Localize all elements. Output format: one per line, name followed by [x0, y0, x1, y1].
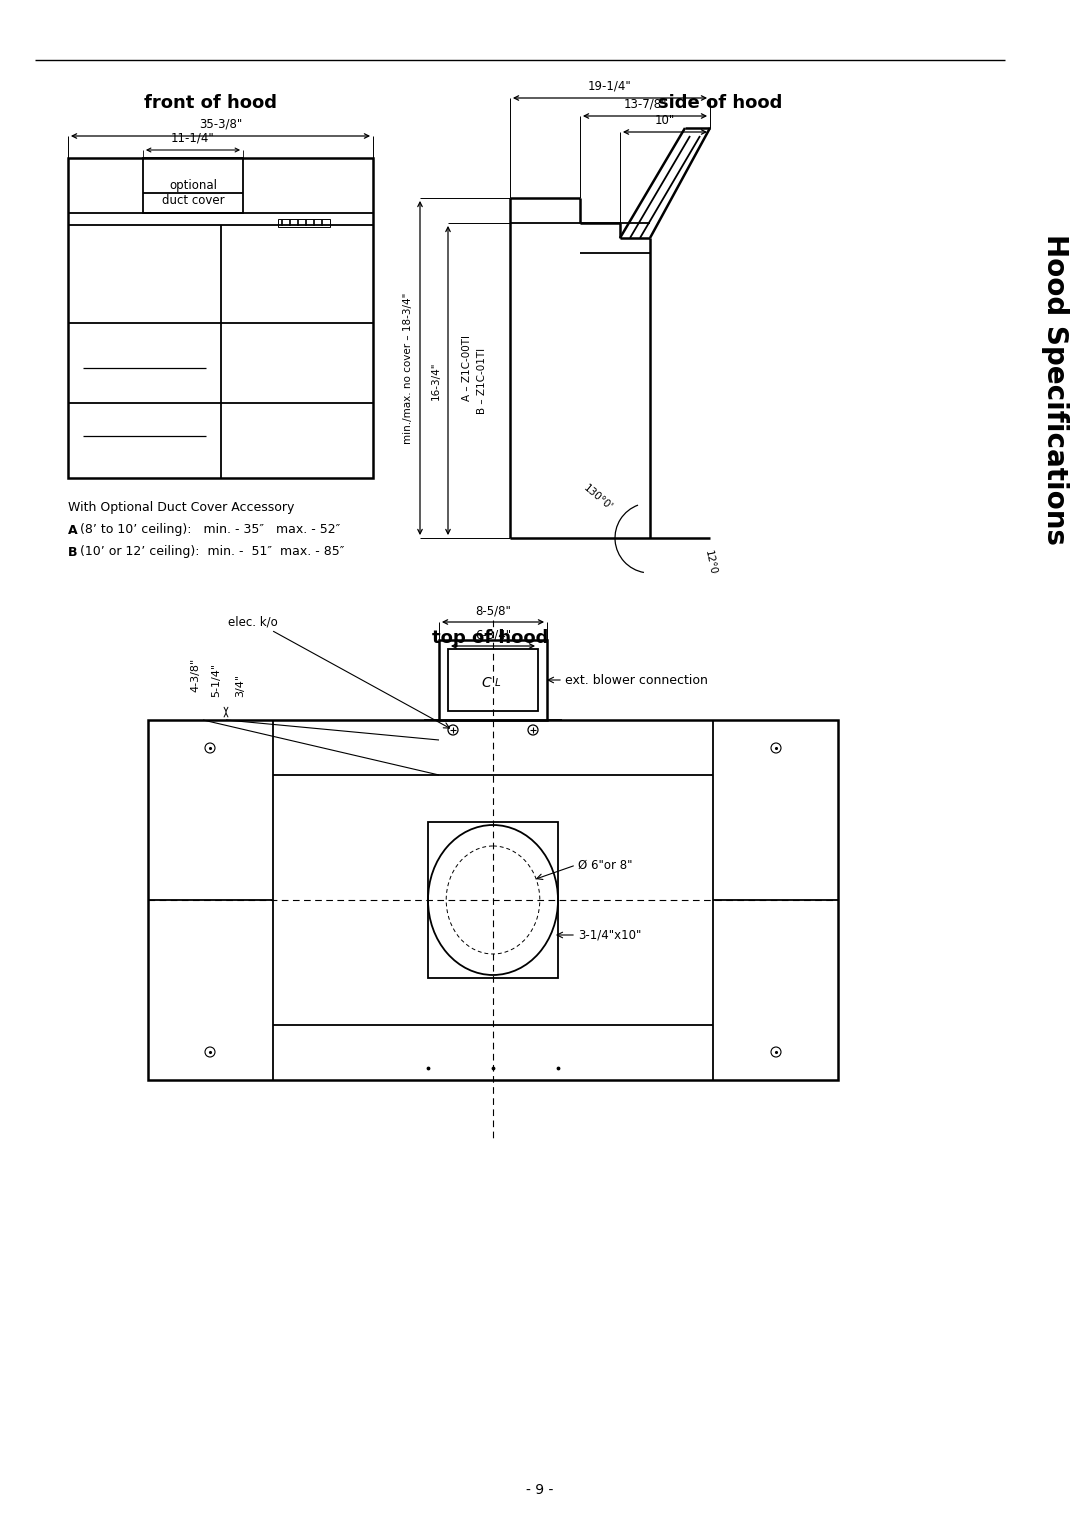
Text: (8’ to 10’ ceiling):   min. - 35″   max. - 52″: (8’ to 10’ ceiling): min. - 35″ max. - 5…: [76, 523, 340, 537]
Text: 3-1/4"x10": 3-1/4"x10": [578, 928, 642, 942]
Text: side of hood: side of hood: [658, 93, 782, 112]
Text: 10": 10": [654, 113, 675, 127]
Text: A – Z1C-00TI: A – Z1C-00TI: [462, 335, 472, 401]
Text: min./max. no cover – 18-3/4": min./max. no cover – 18-3/4": [403, 292, 413, 443]
Bar: [148, 720, 838, 1079]
Bar: [448, 648, 538, 711]
Bar: [438, 641, 546, 720]
Text: 12°0: 12°0: [702, 550, 717, 576]
Text: ext. blower connection: ext. blower connection: [565, 673, 707, 687]
Text: Ø 6"or 8": Ø 6"or 8": [578, 858, 633, 872]
Text: 6-3/4": 6-3/4": [475, 628, 511, 642]
Text: 35-3/8": 35-3/8": [199, 118, 242, 130]
Text: 13-7/8": 13-7/8": [623, 98, 666, 110]
Text: B: B: [68, 546, 78, 558]
Bar: [428, 823, 558, 979]
Text: 8-5/8": 8-5/8": [475, 604, 511, 618]
Text: 3/4": 3/4": [235, 673, 245, 697]
Bar: [68, 157, 373, 479]
Text: 5-1/4": 5-1/4": [211, 664, 221, 697]
Bar: [143, 157, 243, 213]
Text: optional
duct cover: optional duct cover: [162, 179, 225, 208]
Text: 4-3/8": 4-3/8": [190, 657, 200, 693]
Text: (10’ or 12’ ceiling):  min. -  51″  max. - 85″: (10’ or 12’ ceiling): min. - 51″ max. - …: [76, 546, 345, 558]
Text: 11-1/4": 11-1/4": [171, 131, 215, 145]
Text: top of hood: top of hood: [432, 628, 549, 647]
Text: With Optional Duct Cover Accessory: With Optional Duct Cover Accessory: [68, 502, 295, 514]
Text: front of hood: front of hood: [144, 93, 276, 112]
Text: B – Z1C-01TI: B – Z1C-01TI: [477, 347, 487, 413]
Bar: [278, 219, 330, 226]
Text: 19-1/4": 19-1/4": [589, 80, 632, 92]
Text: elec. k/o: elec. k/o: [228, 616, 278, 628]
Text: 16-3/4": 16-3/4": [431, 361, 441, 399]
Text: L: L: [495, 677, 501, 688]
Text: Hood Specifications: Hood Specifications: [1041, 234, 1069, 546]
Text: A: A: [68, 523, 78, 537]
Text: - 9 -: - 9 -: [526, 1483, 554, 1497]
Text: 130°0': 130°0': [582, 483, 615, 512]
Text: C: C: [481, 676, 491, 690]
